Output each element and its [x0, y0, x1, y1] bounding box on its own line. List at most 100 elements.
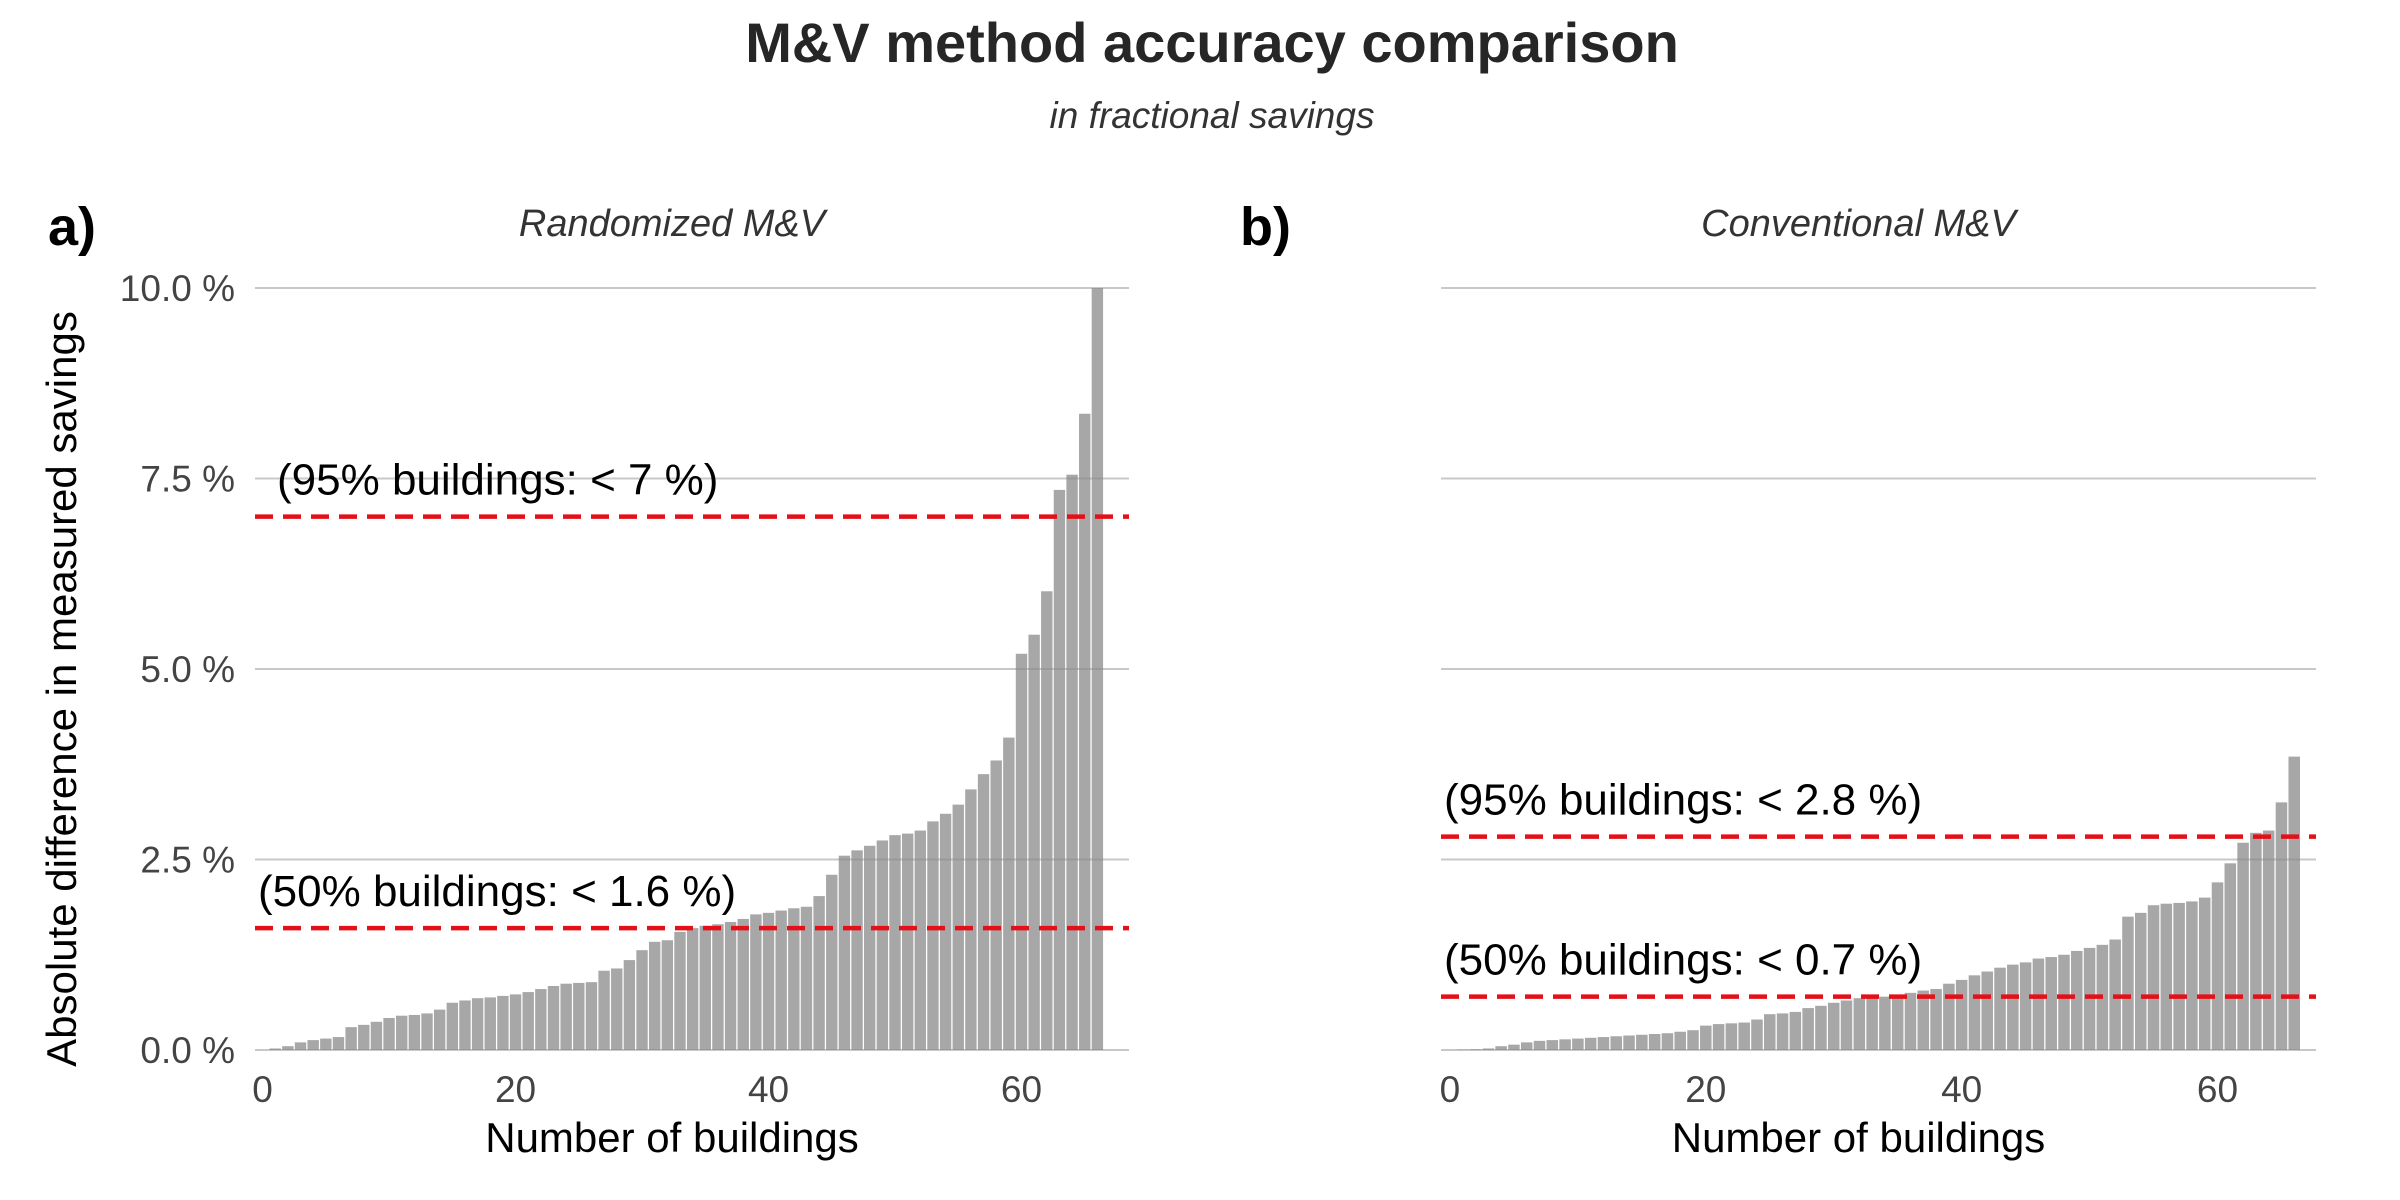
- reference-label: (50% buildings: < 0.7 %): [1444, 936, 1922, 985]
- bar: [307, 1040, 319, 1050]
- figure-subtitle: in fractional savings: [1050, 95, 1375, 136]
- bar: [977, 774, 990, 1050]
- bar: [497, 995, 509, 1050]
- x-axis-label: Number of buildings: [485, 1114, 859, 1161]
- reference-label: (95% buildings: < 7 %): [277, 456, 718, 505]
- bar: [1648, 1033, 1661, 1050]
- bar: [446, 1002, 459, 1050]
- bar: [1802, 1008, 1814, 1050]
- bar: [1776, 1013, 1789, 1050]
- bar: [1840, 1000, 1853, 1050]
- bar: [345, 1027, 357, 1050]
- panel-title: Randomized M&V: [519, 203, 829, 245]
- bar: [838, 855, 851, 1050]
- bar: [750, 914, 762, 1050]
- bar: [1636, 1034, 1648, 1050]
- bar: [1482, 1048, 1495, 1050]
- bar: [585, 982, 598, 1050]
- bar: [2032, 958, 2045, 1050]
- bar: [1674, 1031, 1686, 1050]
- x-tick-label: 0: [1440, 1069, 1461, 1110]
- bar: [320, 1038, 332, 1050]
- bar: [1738, 1022, 1750, 1050]
- bar: [1469, 1049, 1482, 1050]
- bar: [1968, 975, 1981, 1050]
- bar: [2122, 916, 2134, 1050]
- bar: [2275, 802, 2288, 1050]
- bar: [1700, 1025, 1712, 1050]
- bar: [674, 931, 686, 1050]
- bar: [1827, 1002, 1840, 1050]
- bar: [1584, 1037, 1597, 1050]
- bar: [2186, 901, 2198, 1050]
- bar: [1815, 1005, 1827, 1050]
- bar: [2071, 950, 2083, 1050]
- bar: [788, 908, 800, 1050]
- bar: [1751, 1019, 1763, 1050]
- bar: [433, 1009, 446, 1050]
- y-tick-label: 10.0 %: [120, 268, 235, 309]
- x-tick-label: 40: [748, 1069, 789, 1110]
- bar: [1015, 653, 1028, 1050]
- bar: [1994, 967, 2006, 1050]
- bar: [2262, 830, 2275, 1050]
- bar: [2237, 842, 2249, 1050]
- bar: [282, 1046, 294, 1050]
- bar: [2250, 832, 2262, 1050]
- bar: [2147, 905, 2160, 1050]
- x-tick-label: 0: [252, 1069, 273, 1110]
- reference-label: (50% buildings: < 1.6 %): [258, 867, 736, 916]
- bar: [826, 874, 838, 1050]
- y-tick-label: 7.5 %: [140, 459, 235, 500]
- bar: [1041, 591, 1053, 1050]
- bar: [484, 997, 496, 1050]
- bar: [1712, 1024, 1725, 1050]
- bar: [990, 760, 1002, 1050]
- x-tick-label: 60: [2197, 1069, 2238, 1110]
- bar: [2211, 882, 2224, 1050]
- bar: [2288, 756, 2301, 1050]
- bar: [2160, 903, 2173, 1050]
- bar: [535, 989, 547, 1050]
- bar: [1661, 1033, 1674, 1050]
- bar: [2058, 954, 2070, 1050]
- bar: [686, 928, 699, 1050]
- bar: [1559, 1039, 1571, 1050]
- bar: [2173, 902, 2185, 1050]
- y-tick-label: 0.0 %: [140, 1030, 235, 1071]
- bar: [762, 912, 775, 1050]
- bar: [623, 960, 636, 1050]
- bar: [1533, 1040, 1546, 1050]
- bar: [2198, 897, 2211, 1050]
- x-tick-label: 40: [1941, 1069, 1982, 1110]
- bar: [1943, 983, 1955, 1050]
- bar: [370, 1021, 383, 1050]
- bar: [901, 833, 914, 1050]
- bar: [939, 813, 952, 1050]
- bar: [1079, 413, 1091, 1051]
- bar: [560, 983, 572, 1050]
- bar: [1495, 1046, 1507, 1050]
- bar: [2083, 947, 2096, 1050]
- bar: [421, 1013, 433, 1050]
- bar: [269, 1048, 281, 1050]
- bar: [1546, 1040, 1559, 1050]
- bar: [775, 910, 787, 1050]
- bar: [1879, 996, 1891, 1050]
- bar: [509, 994, 522, 1050]
- bar: [396, 1015, 408, 1050]
- y-tick-label: 5.0 %: [140, 649, 235, 690]
- bar: [1687, 1030, 1699, 1050]
- bar: [611, 968, 623, 1050]
- bar: [927, 821, 939, 1050]
- bar: [737, 918, 749, 1050]
- bar: [1028, 634, 1040, 1050]
- bar: [1764, 1014, 1776, 1050]
- bar: [1508, 1044, 1520, 1050]
- bar: [1789, 1011, 1802, 1050]
- reference-label: (95% buildings: < 2.8 %): [1444, 776, 1922, 825]
- bar: [522, 992, 534, 1050]
- bar: [724, 921, 737, 1050]
- bar: [1623, 1035, 1635, 1050]
